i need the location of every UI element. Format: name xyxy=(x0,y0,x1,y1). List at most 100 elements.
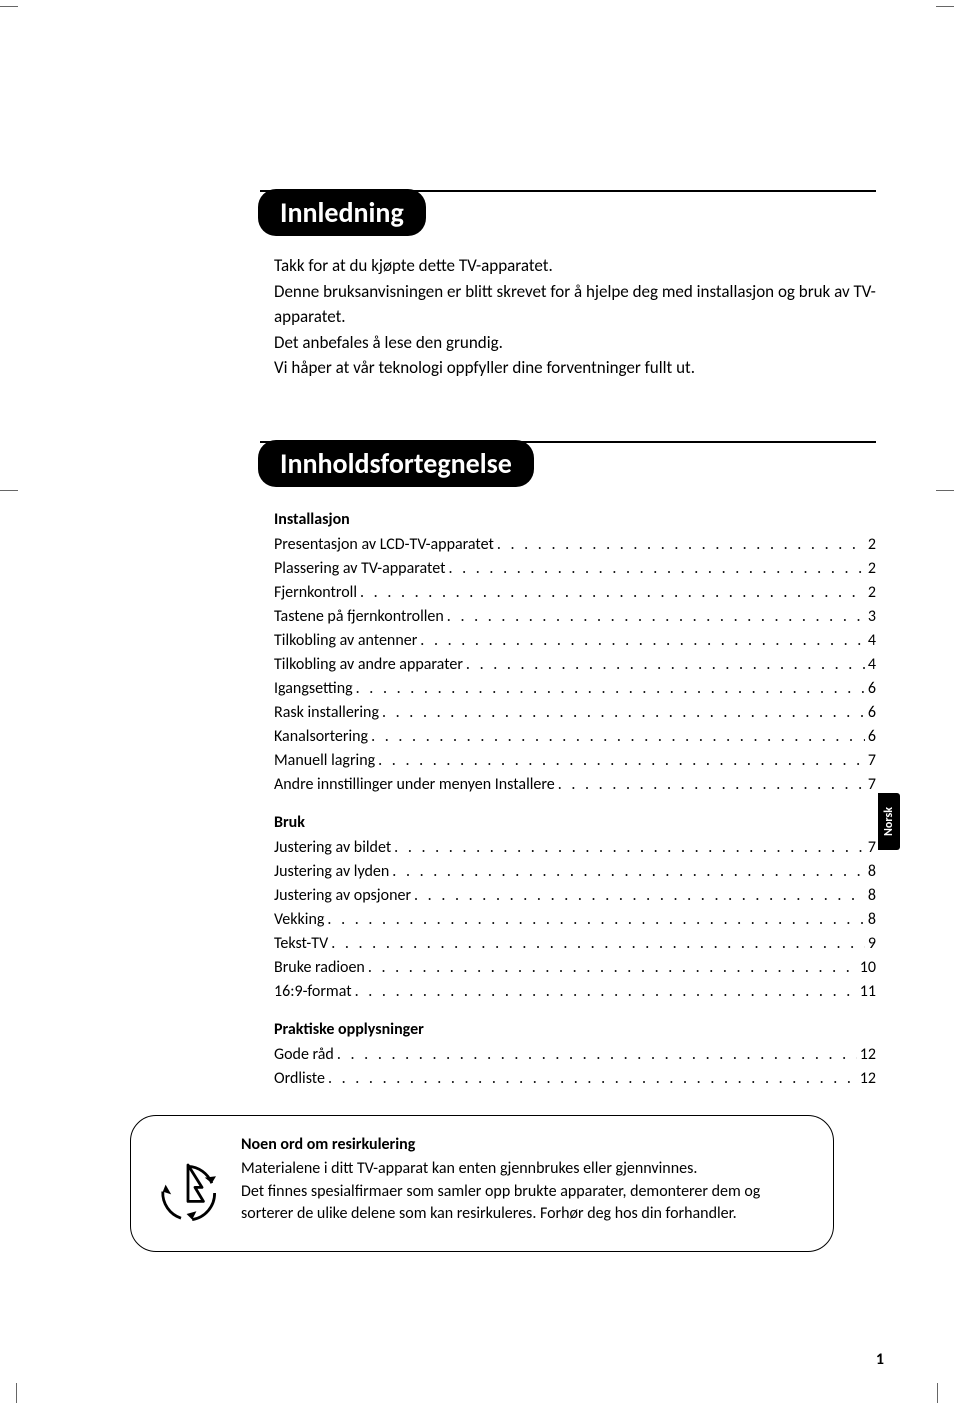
recycling-line: Det finnes spesialfirmaer som samler opp… xyxy=(241,1181,811,1226)
toc-page: 2 xyxy=(868,533,876,557)
toc-label: Justering av lyden xyxy=(274,860,389,884)
toc-page: 9 xyxy=(868,932,876,956)
section-heading-2: Innholdsfortegnelse xyxy=(260,441,876,490)
toc-page: 6 xyxy=(868,701,876,725)
page-number: 1 xyxy=(876,1350,884,1369)
intro-line: Takk for at du kjøpte dette TV-apparatet… xyxy=(274,253,876,279)
toc-label: Plassering av TV-apparatet xyxy=(274,557,445,581)
toc-leader-dots xyxy=(558,773,865,797)
toc-page: 11 xyxy=(860,980,876,1004)
section-heading-1: Innledning xyxy=(260,190,876,239)
toc-leader-dots xyxy=(328,1067,857,1091)
toc-page: 8 xyxy=(868,884,876,908)
toc-page: 6 xyxy=(868,725,876,749)
toc-page: 7 xyxy=(868,836,876,860)
toc-group-installasjon: Installasjon Presentasjon av LCD-TV-appa… xyxy=(274,510,876,797)
toc-leader-dots xyxy=(368,956,857,980)
toc-row: Andre innstillinger under menyen Install… xyxy=(274,773,876,797)
recycling-text: Noen ord om resirkulering Materialene i … xyxy=(241,1134,811,1233)
toc-label: Tekst-TV xyxy=(274,932,328,956)
toc-group-praktiske: Praktiske opplysninger Gode råd 12 Ordlis… xyxy=(274,1020,876,1091)
heading-pill-2: Innholdsfortegnelse xyxy=(258,440,534,487)
toc-label: Rask installering xyxy=(274,701,379,725)
toc-label: Justering av bildet xyxy=(274,836,391,860)
toc-row: Plassering av TV-apparatet 2 xyxy=(274,557,876,581)
toc-row: Manuell lagring 7 xyxy=(274,749,876,773)
toc-row: Vekking 8 xyxy=(274,908,876,932)
recycle-icon xyxy=(153,1158,223,1233)
toc-group-bruk: Bruk Justering av bildet 7 Justering av l… xyxy=(274,813,876,1004)
intro-line: Denne bruksanvisningen er blitt skrevet … xyxy=(274,279,876,330)
toc-group-title: Bruk xyxy=(274,813,876,832)
toc-row: 16:9-format 11 xyxy=(274,980,876,1004)
toc-page: 7 xyxy=(868,749,876,773)
toc-row: Kanalsortering 6 xyxy=(274,725,876,749)
toc-row: Justering av opsjoner 8 xyxy=(274,884,876,908)
toc-page: 12 xyxy=(860,1043,876,1067)
toc-page: 8 xyxy=(868,860,876,884)
toc-leader-dots xyxy=(371,725,865,749)
intro-line: Vi håper at vår teknologi oppfyller dine… xyxy=(274,355,876,381)
toc-row: Fjernkontroll 2 xyxy=(274,581,876,605)
toc-row: Igangsetting 6 xyxy=(274,677,876,701)
toc-page: 8 xyxy=(868,908,876,932)
toc-label: Tastene på fjernkontrollen xyxy=(274,605,444,629)
toc-leader-dots xyxy=(331,932,865,956)
toc-row: Bruke radioen 10 xyxy=(274,956,876,980)
toc-group-title: Installasjon xyxy=(274,510,876,529)
toc-leader-dots xyxy=(447,605,865,629)
toc-leader-dots xyxy=(392,860,865,884)
toc-leader-dots xyxy=(394,836,865,860)
toc-leader-dots xyxy=(420,629,865,653)
toc-label: Andre innstillinger under menyen Install… xyxy=(274,773,555,797)
toc-page: 7 xyxy=(868,773,876,797)
toc-page: 4 xyxy=(868,629,876,653)
toc-leader-dots xyxy=(360,581,865,605)
recycling-line: Materialene i ditt TV-apparat kan enten … xyxy=(241,1158,811,1180)
toc-label: Presentasjon av LCD-TV-apparatet xyxy=(274,533,494,557)
toc-page: 3 xyxy=(868,605,876,629)
language-side-tab: Norsk xyxy=(878,793,900,850)
toc-label: Igangsetting xyxy=(274,677,353,701)
toc-label: Bruke radioen xyxy=(274,956,365,980)
toc-label: Vekking xyxy=(274,908,324,932)
toc-leader-dots xyxy=(497,533,865,557)
toc-leader-dots xyxy=(337,1043,857,1067)
toc-label: Kanalsortering xyxy=(274,725,368,749)
toc-label: Justering av opsjoner xyxy=(274,884,411,908)
toc-page: 2 xyxy=(868,581,876,605)
toc-label: 16:9-format xyxy=(274,980,352,1004)
toc-label: Gode råd xyxy=(274,1043,334,1067)
toc-page: 2 xyxy=(868,557,876,581)
intro-line: Det anbefales å lese den grundig. xyxy=(274,330,876,356)
toc-page: 6 xyxy=(868,677,876,701)
toc-label: Manuell lagring xyxy=(274,749,375,773)
toc-leader-dots xyxy=(327,908,864,932)
toc-row: Tilkobling av andre apparater 4 xyxy=(274,653,876,677)
toc-leader-dots xyxy=(355,980,857,1004)
recycling-info-box: Noen ord om resirkulering Materialene i … xyxy=(130,1115,834,1252)
toc-row: Gode råd 12 xyxy=(274,1043,876,1067)
toc-label: Tilkobling av antenner xyxy=(274,629,417,653)
toc: Installasjon Presentasjon av LCD-TV-appa… xyxy=(274,510,876,1091)
toc-row: Presentasjon av LCD-TV-apparatet 2 xyxy=(274,533,876,557)
toc-leader-dots xyxy=(382,701,865,725)
toc-row: Justering av lyden 8 xyxy=(274,860,876,884)
intro-paragraph: Takk for at du kjøpte dette TV-apparatet… xyxy=(274,253,876,381)
recycling-heading: Noen ord om resirkulering xyxy=(241,1134,811,1156)
toc-leader-dots xyxy=(414,884,865,908)
toc-leader-dots xyxy=(356,677,865,701)
toc-group-title: Praktiske opplysninger xyxy=(274,1020,876,1039)
toc-leader-dots xyxy=(448,557,864,581)
toc-leader-dots xyxy=(466,653,865,677)
heading-pill-1: Innledning xyxy=(258,189,426,236)
toc-label: Fjernkontroll xyxy=(274,581,357,605)
toc-page: 4 xyxy=(868,653,876,677)
toc-row: Tastene på fjernkontrollen 3 xyxy=(274,605,876,629)
toc-row: Justering av bildet 7 xyxy=(274,836,876,860)
toc-page: 12 xyxy=(860,1067,876,1091)
toc-row: Ordliste12 xyxy=(274,1067,876,1091)
toc-page: 10 xyxy=(860,956,876,980)
toc-label: Tilkobling av andre apparater xyxy=(274,653,463,677)
toc-row: Rask installering 6 xyxy=(274,701,876,725)
